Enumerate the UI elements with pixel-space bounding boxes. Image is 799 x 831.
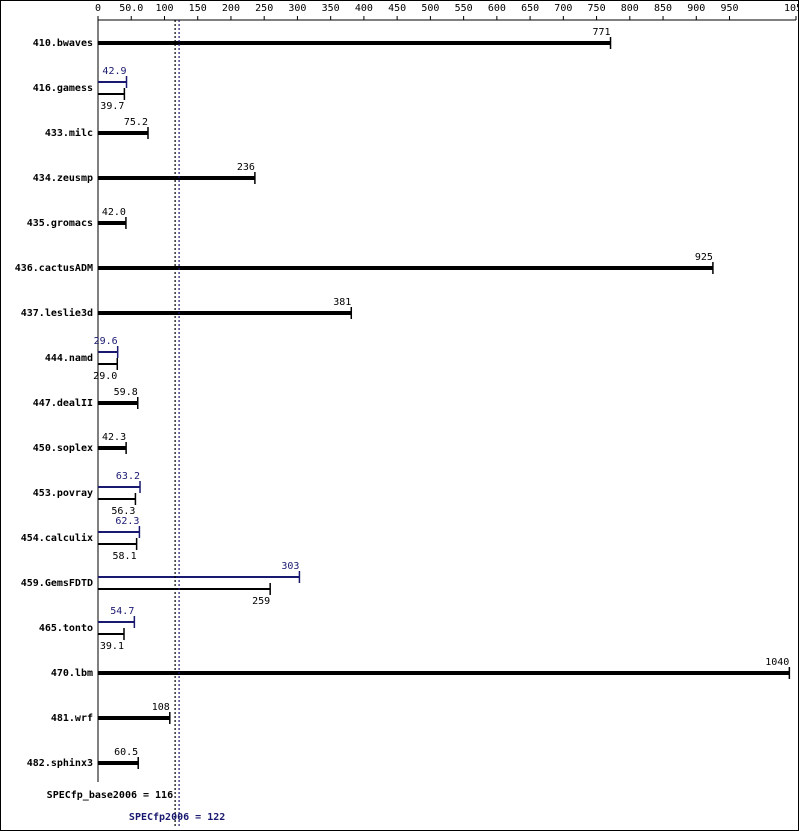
x-tick-label: 450 [388, 3, 406, 14]
category-label: 447.dealII [33, 398, 93, 409]
category-label: 470.lbm [51, 668, 93, 679]
x-tick-label: 50.0 [119, 3, 143, 14]
x-tick-label: 1050 [784, 3, 799, 14]
value-label: 54.7 [110, 606, 134, 617]
value-label: 42.0 [102, 207, 126, 218]
value-label: 108 [152, 702, 170, 713]
x-tick-label: 500 [421, 3, 439, 14]
category-label: 444.namd [45, 353, 93, 364]
x-tick-label: 150 [189, 3, 207, 14]
category-label: 433.milc [45, 127, 93, 139]
x-tick-label: 100 [155, 3, 173, 14]
value-label: 58.1 [113, 551, 137, 562]
value-label: 1040 [765, 657, 789, 668]
x-tick-label: 600 [488, 3, 506, 14]
x-tick-label: 800 [621, 3, 639, 14]
value-label: 60.5 [114, 747, 138, 758]
category-label: 482.sphinx3 [27, 757, 93, 769]
category-label: 481.wrf [51, 713, 93, 724]
value-label: 381 [333, 297, 351, 308]
category-label: 465.tonto [39, 623, 93, 634]
value-label: 29.6 [94, 336, 118, 347]
x-tick-label: 300 [288, 3, 306, 14]
x-tick-label: 950 [720, 3, 738, 14]
value-label: 236 [237, 162, 255, 173]
x-tick-label: 350 [322, 3, 340, 14]
reference-label: SPECfp_base2006 = 116 [47, 790, 173, 801]
x-tick-label: 550 [455, 3, 473, 14]
x-tick-label: 250 [255, 3, 273, 14]
category-label: 435.gromacs [27, 218, 93, 229]
value-label: 56.3 [111, 506, 135, 517]
value-label: 303 [281, 561, 299, 572]
x-tick-label: 650 [521, 3, 539, 14]
category-label: 434.zeusmp [33, 173, 93, 184]
category-label: 437.leslie3d [21, 307, 93, 319]
value-label: 925 [695, 252, 713, 263]
x-tick-label: 400 [355, 3, 373, 14]
category-label: 454.calculix [21, 532, 93, 544]
category-label: 450.soplex [33, 443, 93, 454]
x-tick-label: 750 [588, 3, 606, 14]
x-tick-label: 200 [222, 3, 240, 14]
value-label: 62.3 [115, 516, 139, 527]
x-tick-label: 0 [95, 3, 101, 14]
value-label: 39.7 [100, 101, 124, 112]
x-tick-label: 850 [654, 3, 672, 14]
category-label: 459.GemsFDTD [21, 578, 93, 589]
value-label: 42.3 [102, 432, 126, 443]
category-label: 410.bwaves [33, 38, 93, 49]
category-label: 436.cactusADM [15, 263, 93, 274]
value-label: 771 [592, 27, 610, 38]
value-label: 42.9 [102, 66, 126, 77]
value-label: 259 [252, 596, 270, 607]
category-label: 453.povray [33, 488, 93, 499]
x-tick-label: 700 [554, 3, 572, 14]
x-tick-label: 900 [687, 3, 705, 14]
value-label: 29.0 [93, 371, 117, 382]
value-label: 59.8 [114, 387, 138, 398]
reference-label: SPECfp2006 = 122 [129, 812, 225, 823]
category-label: 416.gamess [33, 83, 93, 94]
value-label: 39.1 [100, 641, 124, 652]
value-label: 63.2 [116, 471, 140, 482]
value-label: 75.2 [124, 117, 148, 128]
